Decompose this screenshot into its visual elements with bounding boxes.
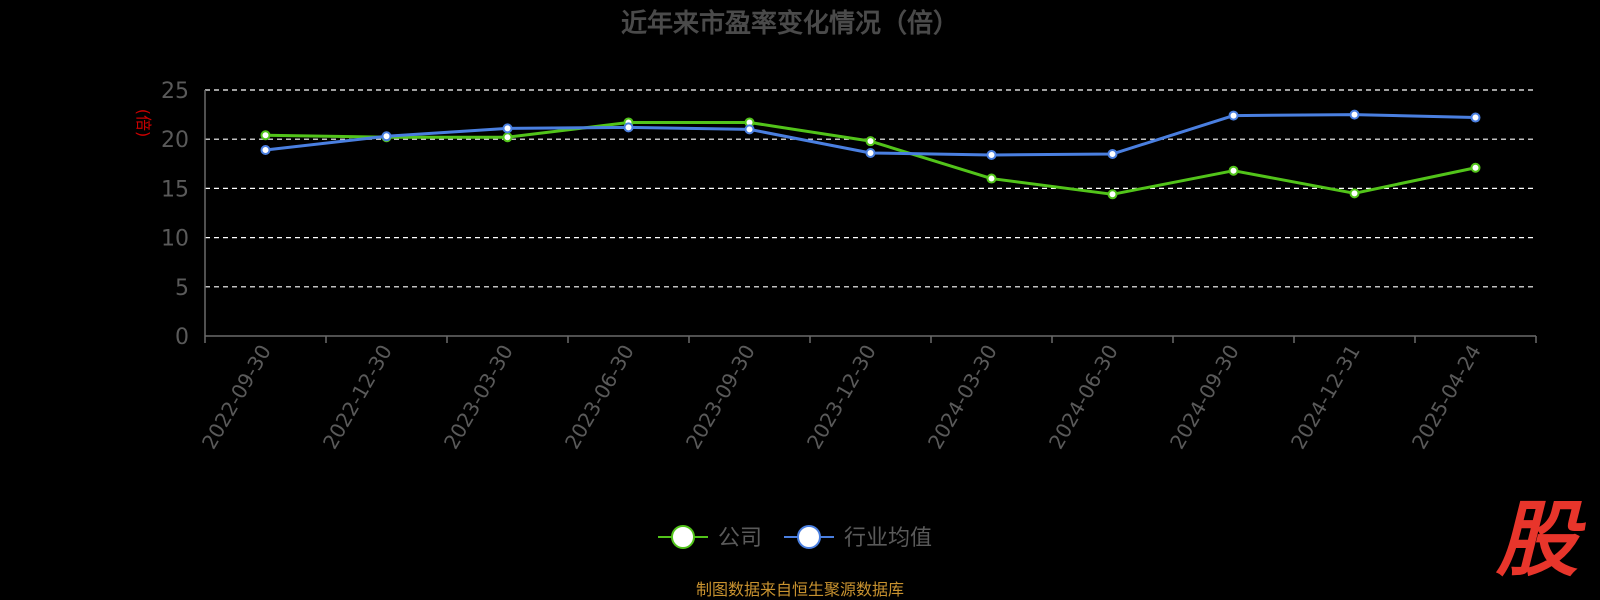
y-tick-label: 0 — [175, 325, 189, 350]
data-point — [1470, 112, 1481, 123]
data-source-note: 制图数据来自恒生聚源数据库 — [695, 580, 904, 599]
data-point — [1349, 109, 1360, 120]
x-tick-label: 2024-12-31 — [1286, 341, 1365, 454]
series-lines — [260, 109, 1481, 200]
data-point — [744, 124, 755, 135]
data-point — [1107, 148, 1118, 159]
y-tick-label: 25 — [161, 79, 189, 104]
y-tick-label: 15 — [161, 177, 189, 202]
brand-logo: 股 — [1496, 493, 1578, 588]
data-point — [260, 130, 271, 141]
y-axis-label: (倍) — [134, 109, 153, 138]
data-point — [502, 123, 513, 134]
x-tick-label: 2023-03-30 — [439, 341, 518, 454]
y-tick-label: 5 — [175, 276, 189, 301]
x-tick-label: 2024-03-30 — [923, 341, 1002, 454]
data-point — [1349, 188, 1360, 199]
x-tick-label: 2024-06-30 — [1044, 341, 1123, 454]
x-tick-label: 2022-09-30 — [197, 341, 276, 454]
chart-title: 近年来市盈率变化情况（倍） — [621, 8, 959, 39]
data-point — [260, 145, 271, 156]
x-tick-label: 2022-12-30 — [318, 341, 397, 454]
legend-marker-icon — [797, 525, 821, 549]
data-point — [1107, 189, 1118, 200]
axes: 0 5 10 15 20 25 2022-09-30 2022-12-30 2023-03-30… — [161, 79, 1537, 454]
data-point — [865, 136, 876, 147]
x-tick-label: 2023-09-30 — [681, 341, 760, 454]
data-point — [381, 131, 392, 142]
x-tick-label: 2023-12-30 — [802, 341, 881, 454]
legend-item-1[interactable]: 公司 — [658, 525, 762, 551]
x-tick-label: 2023-06-30 — [560, 341, 639, 454]
y-tick-label: 10 — [161, 227, 189, 252]
legend-label: 公司 — [718, 526, 762, 551]
y-tick-label: 20 — [161, 128, 189, 153]
legend-label: 行业均值 — [844, 526, 932, 551]
data-point — [502, 132, 513, 143]
legend[interactable]: 公司 行业均值 — [658, 525, 932, 551]
data-point — [1470, 162, 1481, 173]
data-point — [1228, 165, 1239, 176]
x-tick-label: 2025-04-24 — [1407, 341, 1486, 454]
x-tick-label: 2024-09-30 — [1165, 341, 1244, 454]
grid-lines — [205, 89, 1536, 288]
data-point — [623, 122, 634, 133]
legend-marker-icon — [671, 525, 695, 549]
legend-item-2[interactable]: 行业均值 — [784, 525, 932, 551]
data-point — [986, 173, 997, 184]
data-point — [1228, 110, 1239, 121]
data-point — [986, 149, 997, 160]
data-point — [865, 147, 876, 158]
